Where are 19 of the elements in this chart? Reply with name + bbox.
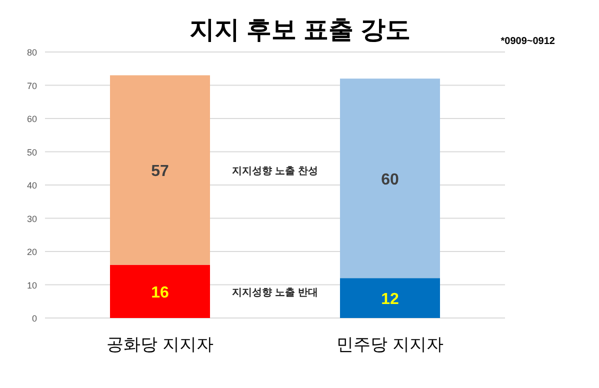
y-tick: 60 — [26, 114, 37, 124]
y-tick: 70 — [26, 80, 37, 91]
y-tick: 80 — [26, 48, 37, 58]
y-tick: 20 — [26, 247, 37, 257]
annotation: *0909~0912 — [500, 36, 555, 47]
series-name: 지지성향 노출 반대 — [232, 287, 318, 298]
data-label: 57 — [151, 163, 169, 180]
y-tick: 10 — [26, 280, 37, 290]
y-tick: 50 — [26, 147, 37, 158]
y-tick: 0 — [32, 314, 37, 324]
series-name: 지지성향 노출 찬성 — [232, 166, 318, 178]
data-label: 16 — [151, 284, 169, 302]
x-tick: 공화당 지지자 — [106, 335, 214, 354]
data-label: 60 — [381, 171, 399, 188]
title: 지지 후보 표출 강도 — [190, 16, 410, 44]
y-tick: 30 — [26, 214, 37, 224]
x-tick: 민주당 지지자 — [336, 335, 444, 354]
y-tick: 40 — [26, 180, 37, 190]
data-label: 12 — [381, 291, 399, 308]
